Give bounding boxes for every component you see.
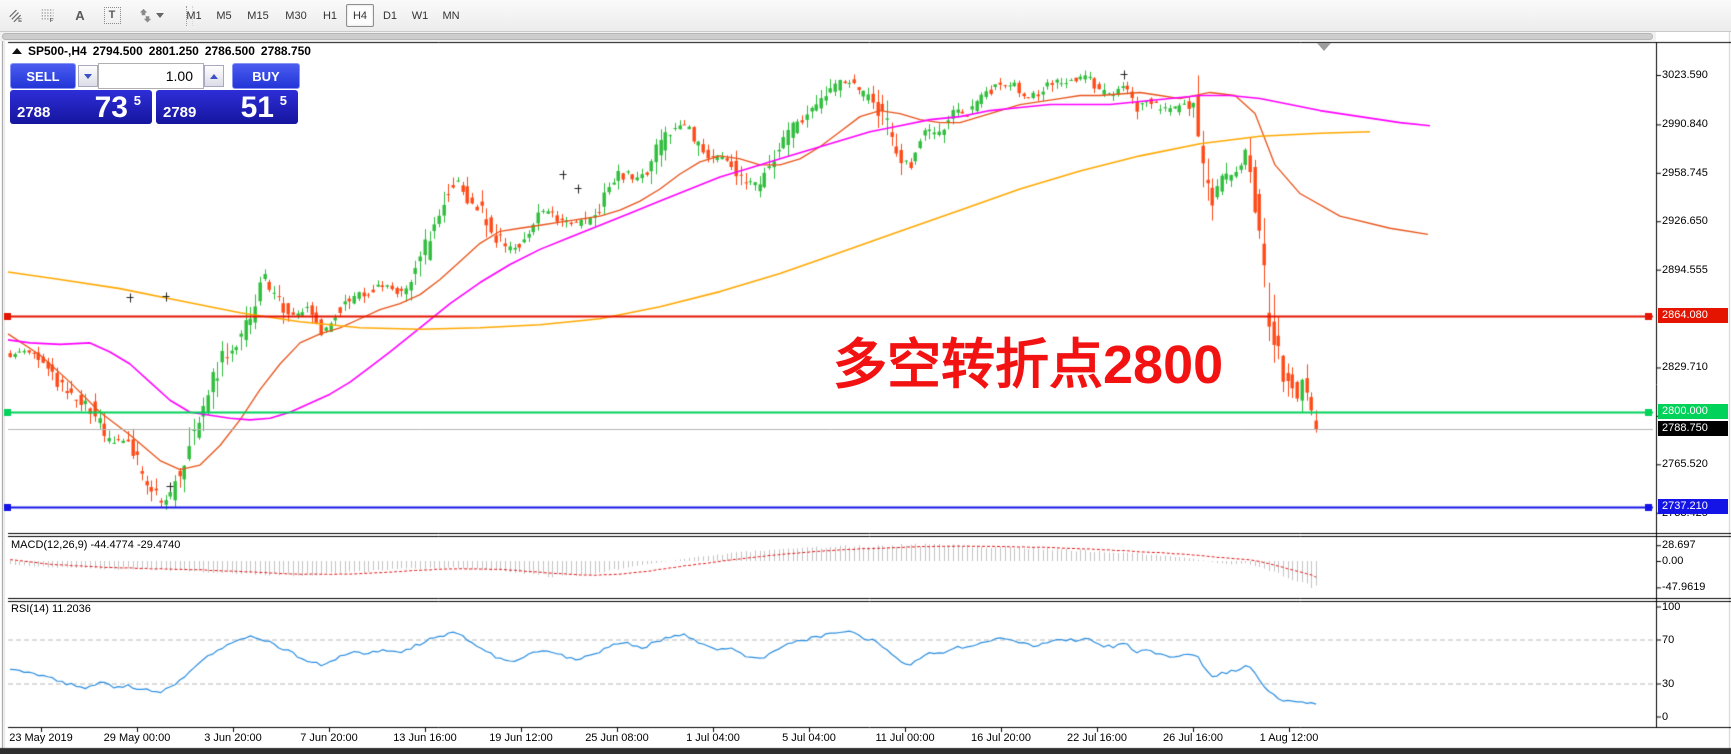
chart-annotation-text[interactable]: 多空转折点2800 xyxy=(833,335,1224,395)
buy-price-quote[interactable]: 2789 51 5 xyxy=(156,90,298,124)
text-label-tool-button[interactable]: T xyxy=(97,4,127,28)
volume-input[interactable] xyxy=(98,63,204,89)
text-tool-icon: A xyxy=(75,8,85,23)
rsi-scale-label: 0 xyxy=(1662,710,1669,723)
macd-name: MACD(12,26,9) xyxy=(11,539,88,551)
chart-horizontal-scrollbar[interactable] xyxy=(0,32,1656,41)
price-axis-label: 2926.650 xyxy=(1662,215,1708,228)
rsi-name: RSI(14) xyxy=(11,603,49,615)
macd-indicator-label: MACD(12,26,9) -44.4774 -29.4740 xyxy=(11,539,180,551)
volume-decrease-button[interactable] xyxy=(78,65,98,87)
buy-price-tenth: 5 xyxy=(279,93,287,108)
sell-price-quote[interactable]: 2788 73 5 xyxy=(10,90,152,124)
chevron-down-icon xyxy=(155,13,164,18)
price-axis-label: 2829.710 xyxy=(1662,361,1708,374)
time-axis-label: 1 Aug 12:00 xyxy=(1259,732,1319,744)
arrow-objects-tool-button[interactable] xyxy=(129,4,171,28)
rsi-value: 11.2036 xyxy=(51,603,91,615)
sell-button[interactable]: SELL xyxy=(10,63,76,89)
fibonacci-retracement-icon: F xyxy=(41,9,54,24)
price-axis-label: 2958.745 xyxy=(1662,166,1708,179)
time-axis-label: 22 Jul 16:00 xyxy=(1067,732,1127,744)
time-axis-label: 11 Jul 00:00 xyxy=(875,732,935,744)
ohlc-high: 2801.250 xyxy=(148,44,199,58)
arrow-objects-icon xyxy=(139,8,151,22)
timeframe-button-w1[interactable]: W1 xyxy=(406,4,434,27)
time-axis-label: 19 Jun 12:00 xyxy=(489,732,553,744)
symbol-timeframe-label: SP500-,H4 xyxy=(28,44,87,58)
time-axis-label: 3 Jun 20:00 xyxy=(204,732,262,744)
price-level-badge: 2737.210 xyxy=(1658,499,1728,514)
rsi-scale-label: 100 xyxy=(1662,600,1681,613)
fibonacci-tool-button[interactable]: F xyxy=(33,4,63,28)
time-axis-label: 26 Jul 16:00 xyxy=(1163,732,1223,744)
time-axis-label: 13 Jun 16:00 xyxy=(393,732,457,744)
timeframe-button-m30[interactable]: M30 xyxy=(278,4,314,27)
rsi-scale-label: 70 xyxy=(1662,633,1675,646)
macd-scale-label: 0.00 xyxy=(1662,555,1684,567)
sell-price-tenth: 5 xyxy=(133,93,141,108)
price-axis-label: 2894.555 xyxy=(1662,263,1708,276)
buy-price-prefix: 2789 xyxy=(163,104,197,121)
time-axis-label: 1 Jul 04:00 xyxy=(686,732,740,744)
time-axis-label: 7 Jun 20:00 xyxy=(300,732,358,744)
time-axis-label: 16 Jul 20:00 xyxy=(971,732,1031,744)
macd-values: -44.4774 -29.4740 xyxy=(90,539,181,551)
timeframe-button-m15[interactable]: M15 xyxy=(240,4,276,27)
timeframe-button-m5[interactable]: M5 xyxy=(210,4,238,27)
time-axis-label: 5 Jul 04:00 xyxy=(782,732,836,744)
arrow-up-icon xyxy=(210,73,218,79)
ohlc-open: 2794.500 xyxy=(92,44,143,58)
svg-text:E: E xyxy=(18,18,22,24)
panel-collapse-arrow-icon[interactable] xyxy=(12,48,22,54)
price-axis-label: 2765.520 xyxy=(1662,458,1708,471)
timeframe-button-m1[interactable]: M1 xyxy=(180,4,208,27)
price-level-badge: 2788.750 xyxy=(1658,421,1728,437)
buy-button[interactable]: BUY xyxy=(232,63,300,89)
chart-shift-marker[interactable] xyxy=(1317,43,1331,51)
timeframe-button-mn[interactable]: MN xyxy=(436,4,466,27)
svg-text:F: F xyxy=(50,18,54,24)
buy-price-main: 51 xyxy=(240,91,274,124)
price-axis-label: 3023.590 xyxy=(1662,69,1708,81)
one-click-trading-panel: SELL BUY 2788 73 5 2789 51 5 xyxy=(8,60,300,126)
text-tool-button[interactable]: A xyxy=(65,4,95,28)
time-axis-label: 25 Jun 08:00 xyxy=(585,732,649,744)
time-axis-label: 29 May 00:00 xyxy=(103,732,171,744)
arrow-down-icon xyxy=(84,73,92,79)
timeframe-button-h1[interactable]: H1 xyxy=(316,4,344,27)
sell-price-prefix: 2788 xyxy=(17,104,51,121)
timeframe-button-h4[interactable]: H4 xyxy=(346,4,374,27)
rsi-scale-label: 30 xyxy=(1662,677,1675,690)
ohlc-low: 2786.500 xyxy=(204,44,255,58)
equidistant-channel-icon: E xyxy=(9,9,22,24)
time-axis-label: 23 May 2019 xyxy=(9,732,73,744)
rsi-indicator-label: RSI(14) 11.2036 xyxy=(11,603,91,615)
timeframe-button-d1[interactable]: D1 xyxy=(376,4,404,27)
macd-scale-label: -47.9619 xyxy=(1662,581,1706,594)
scrollbar-thumb[interactable] xyxy=(2,33,1653,40)
toolbar: E F A T M1 M5 M15 M30 H1 H4 D1 W1 MN xyxy=(0,0,1731,32)
price-level-badge: 2864.080 xyxy=(1658,307,1728,323)
text-label-icon: T xyxy=(103,7,121,24)
chart-title-bar: SP500-,H4 2794.500 2801.250 2786.500 278… xyxy=(12,44,311,58)
equidistant-channel-tool-button[interactable]: E xyxy=(1,4,31,28)
volume-increase-button[interactable] xyxy=(204,65,224,87)
macd-scale-label: 28.697 xyxy=(1662,539,1696,552)
toolbar-separator xyxy=(186,5,193,26)
price-axis-label: 2990.840 xyxy=(1662,118,1708,131)
ohlc-close: 2788.750 xyxy=(260,44,311,58)
sell-price-main: 73 xyxy=(94,91,128,124)
price-level-badge: 2800.000 xyxy=(1658,404,1728,420)
